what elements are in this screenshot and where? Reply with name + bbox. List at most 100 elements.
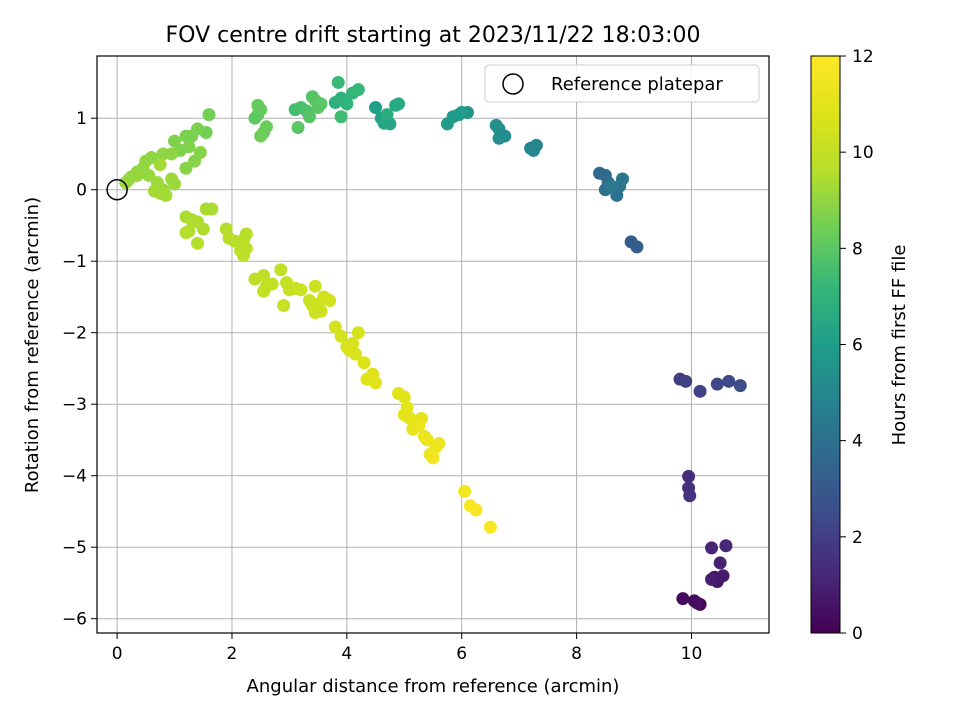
y-tick-label: −2: [62, 324, 87, 344]
colorbar-tick-label: 6: [852, 336, 863, 356]
data-point: [291, 120, 305, 134]
colorbar-tick-label: 10: [852, 143, 874, 163]
y-tick-label: −3: [62, 395, 87, 415]
x-tick-label: 10: [681, 644, 703, 664]
data-point: [683, 489, 697, 503]
y-axis-ticks: −6 −5 −4 −3 −2 −1 0 1: [62, 109, 97, 630]
data-point: [705, 572, 719, 586]
data-point: [334, 329, 348, 343]
data-point: [179, 161, 193, 175]
data-point: [188, 154, 202, 168]
x-tick-label: 6: [456, 644, 467, 664]
data-point: [679, 374, 693, 388]
data-point: [323, 294, 337, 308]
colorbar-label: Hours from first FF file: [889, 245, 910, 446]
data-point: [351, 326, 365, 340]
x-tick-label: 4: [341, 644, 352, 664]
data-point: [397, 408, 411, 422]
data-point: [690, 596, 704, 610]
data-point: [168, 177, 182, 191]
legend-box: [484, 64, 760, 103]
data-point: [458, 484, 472, 498]
colorbar-tick-label: 8: [852, 239, 863, 259]
data-point: [254, 103, 268, 117]
data-point: [432, 437, 446, 451]
data-point: [676, 592, 690, 606]
data-point: [693, 384, 707, 398]
data-point: [277, 299, 291, 313]
data-point: [130, 168, 144, 182]
x-tick-label: 8: [571, 644, 582, 664]
data-point: [492, 131, 506, 145]
data-point: [257, 284, 271, 298]
data-point: [616, 172, 630, 186]
data-point: [489, 118, 503, 132]
data-point: [455, 105, 469, 119]
data-point: [397, 390, 411, 404]
legend-label: Reference platepar: [551, 74, 723, 95]
data-point: [265, 277, 279, 291]
data-point: [303, 110, 317, 124]
data-point: [153, 158, 167, 172]
colorbar: [810, 55, 841, 634]
data-point: [733, 379, 747, 393]
data-point: [147, 184, 161, 198]
y-tick-label: −6: [62, 610, 87, 630]
data-point: [159, 188, 173, 202]
data-point: [142, 168, 156, 182]
data-point: [179, 129, 193, 143]
data-point: [334, 110, 348, 124]
data-point: [366, 367, 380, 381]
data-point: [357, 356, 371, 370]
data-point: [254, 129, 268, 143]
colorbar-tick-label: 12: [852, 47, 874, 67]
data-point: [202, 108, 216, 122]
data-point: [331, 75, 345, 89]
data-point: [274, 263, 288, 277]
data-point: [314, 97, 328, 111]
data-point: [196, 222, 210, 236]
grid-lines: [97, 56, 769, 633]
y-tick-label: 1: [76, 109, 87, 129]
data-point: [314, 304, 328, 318]
y-tick-label: −4: [62, 467, 87, 487]
data-point: [380, 108, 394, 122]
data-point: [369, 100, 383, 114]
x-tick-label: 0: [112, 644, 123, 664]
data-point: [469, 503, 483, 517]
plot-area-frame: [96, 55, 770, 634]
data-point: [239, 241, 253, 255]
data-point: [719, 539, 733, 553]
data-point: [722, 374, 736, 388]
legend-marker: [502, 73, 524, 95]
data-point: [412, 419, 426, 433]
data-point: [716, 569, 730, 583]
data-point: [392, 97, 406, 111]
data-point: [710, 377, 724, 391]
data-points: [119, 75, 747, 611]
reference-platepar-marker: [106, 178, 128, 201]
y-tick-label: −5: [62, 538, 87, 558]
y-tick-label: 0: [76, 181, 87, 201]
legend: Reference platepar: [484, 64, 760, 103]
colorbar-tick-label: 2: [852, 528, 863, 548]
colorbar-ticks: 0 2 4 6 8 10 12: [840, 47, 874, 644]
data-point: [257, 269, 271, 283]
y-tick-label: −1: [62, 252, 87, 272]
data-point: [156, 147, 170, 161]
colorbar-tick-label: 4: [852, 432, 863, 452]
y-axis-label: Rotation from reference (arcmin): [22, 197, 43, 493]
data-point: [420, 433, 434, 447]
data-point: [682, 469, 696, 483]
data-point: [351, 83, 365, 97]
data-point: [713, 556, 727, 570]
data-point: [168, 134, 182, 148]
data-point: [705, 541, 719, 555]
data-point: [426, 451, 440, 465]
data-point: [328, 320, 342, 334]
colorbar-tick-label: 0: [852, 624, 863, 644]
data-point: [440, 117, 454, 131]
data-point: [199, 202, 213, 216]
chart-title: FOV centre drift starting at 2023/11/22 …: [166, 23, 701, 48]
